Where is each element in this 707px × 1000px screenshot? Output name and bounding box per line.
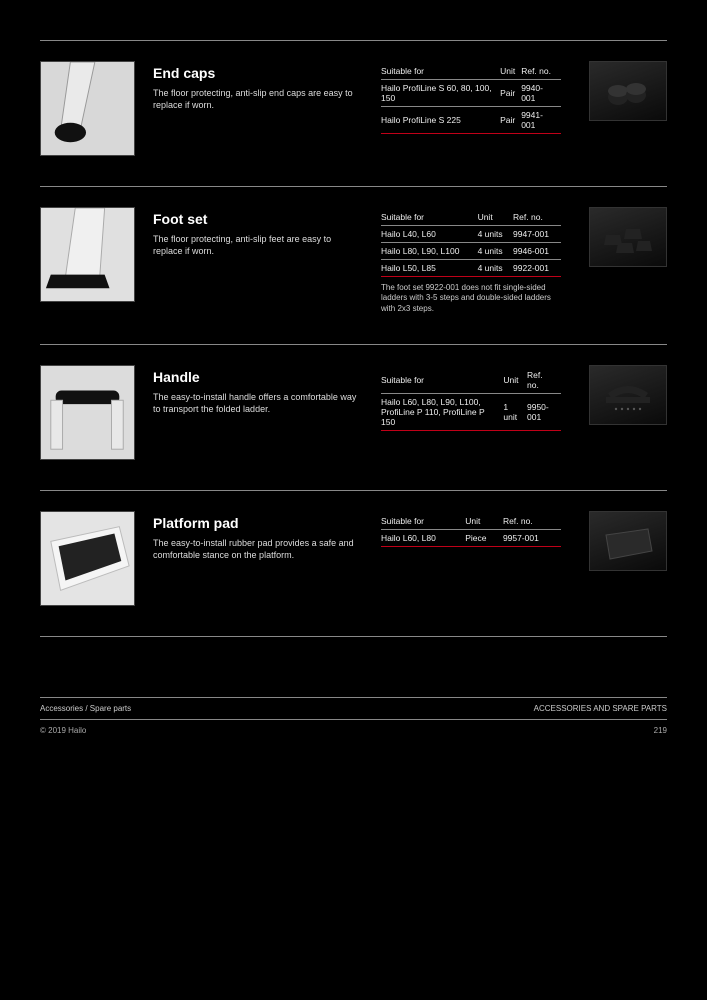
spec-header-row: Suitable forUnitRef. no. xyxy=(381,513,561,530)
product-desc: The easy-to-install handle offers a comf… xyxy=(153,391,363,415)
spec-header: Suitable for xyxy=(381,367,503,394)
spec-cell: Hailo ProfiLine S 60, 80, 100, 150 xyxy=(381,80,500,107)
spec-cell: Hailo L80, L90, L100 xyxy=(381,243,478,260)
product-title: Foot set xyxy=(153,211,363,227)
product-title: End caps xyxy=(153,65,363,81)
spec-cell: 9941-001 xyxy=(521,107,561,134)
spec-header: Unit xyxy=(500,63,521,80)
spec-cell: 4 units xyxy=(478,226,513,243)
table-note: The foot set 9922-001 does not fit singl… xyxy=(381,283,561,314)
spec-header: Suitable for xyxy=(381,209,478,226)
footer-copyright: © 2019 Hailo xyxy=(40,726,86,735)
spec-header-row: Suitable forUnitRef. no. xyxy=(381,367,561,394)
product-title: Platform pad xyxy=(153,515,363,531)
spec-cell: Pair xyxy=(500,107,521,134)
spec-cell: 9957-001 xyxy=(503,530,561,547)
spec-header: Ref. no. xyxy=(527,367,561,394)
spec-cell: 4 units xyxy=(478,260,513,277)
product-title: Handle xyxy=(153,369,363,385)
spec-cell: Hailo L40, L60 xyxy=(381,226,478,243)
spec-header: Ref. no. xyxy=(513,209,561,226)
spec-header-row: Suitable forUnitRef. no. xyxy=(381,209,561,226)
spec-cell: 9922-001 xyxy=(513,260,561,277)
section-rule xyxy=(40,636,667,637)
footer-heading: ACCESSORIES AND SPARE PARTS xyxy=(534,704,667,713)
product-section: Platform pad The easy-to-install rubber … xyxy=(40,491,667,636)
spec-header: Ref. no. xyxy=(521,63,561,80)
footer-category: Accessories / Spare parts xyxy=(40,704,131,713)
product-desc: The floor protecting, anti-slip end caps… xyxy=(153,87,363,111)
spec-cell: Hailo L60, L80 xyxy=(381,530,465,547)
part-photo xyxy=(589,365,667,425)
product-section: Foot set The floor protecting, anti-slip… xyxy=(40,187,667,344)
spec-row: Hailo L40, L604 units9947-001 xyxy=(381,226,561,243)
spec-header: Suitable for xyxy=(381,63,500,80)
spec-cell: Hailo L50, L85 xyxy=(381,260,478,277)
product-photo xyxy=(40,365,135,460)
product-photo xyxy=(40,207,135,302)
spec-header: Unit xyxy=(465,513,503,530)
product-photo xyxy=(40,61,135,156)
spec-cell: 9947-001 xyxy=(513,226,561,243)
part-photo xyxy=(589,207,667,267)
spec-cell: 9940-001 xyxy=(521,80,561,107)
page-footer: Accessories / Spare parts ACCESSORIES AN… xyxy=(40,697,667,735)
spec-header: Unit xyxy=(478,209,513,226)
spec-row: Hailo L50, L854 units9922-001 xyxy=(381,260,561,277)
part-photo xyxy=(589,511,667,571)
spec-table: Suitable forUnitRef. no. Hailo L40, L604… xyxy=(381,209,561,277)
spec-header: Ref. no. xyxy=(503,513,561,530)
product-desc: The floor protecting, anti-slip feet are… xyxy=(153,233,363,257)
product-section: End caps The floor protecting, anti-slip… xyxy=(40,41,667,186)
product-photo xyxy=(40,511,135,606)
page-number: 219 xyxy=(654,726,667,735)
spec-cell: 9946-001 xyxy=(513,243,561,260)
part-photo xyxy=(589,61,667,121)
spec-cell: 9950-001 xyxy=(527,394,561,431)
spec-header: Suitable for xyxy=(381,513,465,530)
spec-table: Suitable forUnitRef. no. Hailo L60, L80,… xyxy=(381,367,561,431)
spec-header: Unit xyxy=(503,367,527,394)
spec-row: Hailo L80, L90, L1004 units9946-001 xyxy=(381,243,561,260)
spec-cell: 1 unit xyxy=(503,394,527,431)
product-section: Handle The easy-to-install handle offers… xyxy=(40,345,667,490)
spec-cell: Hailo L60, L80, L90, L100, ProfiLine P 1… xyxy=(381,394,503,431)
spec-row: Hailo L60, L80Piece9957-001 xyxy=(381,530,561,547)
spec-row: Hailo L60, L80, L90, L100, ProfiLine P 1… xyxy=(381,394,561,431)
spec-header-row: Suitable forUnitRef. no. xyxy=(381,63,561,80)
spec-cell: Pair xyxy=(500,80,521,107)
spec-row: Hailo ProfiLine S 225Pair9941-001 xyxy=(381,107,561,134)
spec-table: Suitable forUnitRef. no. Hailo ProfiLine… xyxy=(381,63,561,134)
spec-table: Suitable forUnitRef. no. Hailo L60, L80P… xyxy=(381,513,561,547)
spec-cell: 4 units xyxy=(478,243,513,260)
spec-row: Hailo ProfiLine S 60, 80, 100, 150Pair99… xyxy=(381,80,561,107)
spec-cell: Piece xyxy=(465,530,503,547)
spec-cell: Hailo ProfiLine S 225 xyxy=(381,107,500,134)
product-desc: The easy-to-install rubber pad provides … xyxy=(153,537,363,561)
